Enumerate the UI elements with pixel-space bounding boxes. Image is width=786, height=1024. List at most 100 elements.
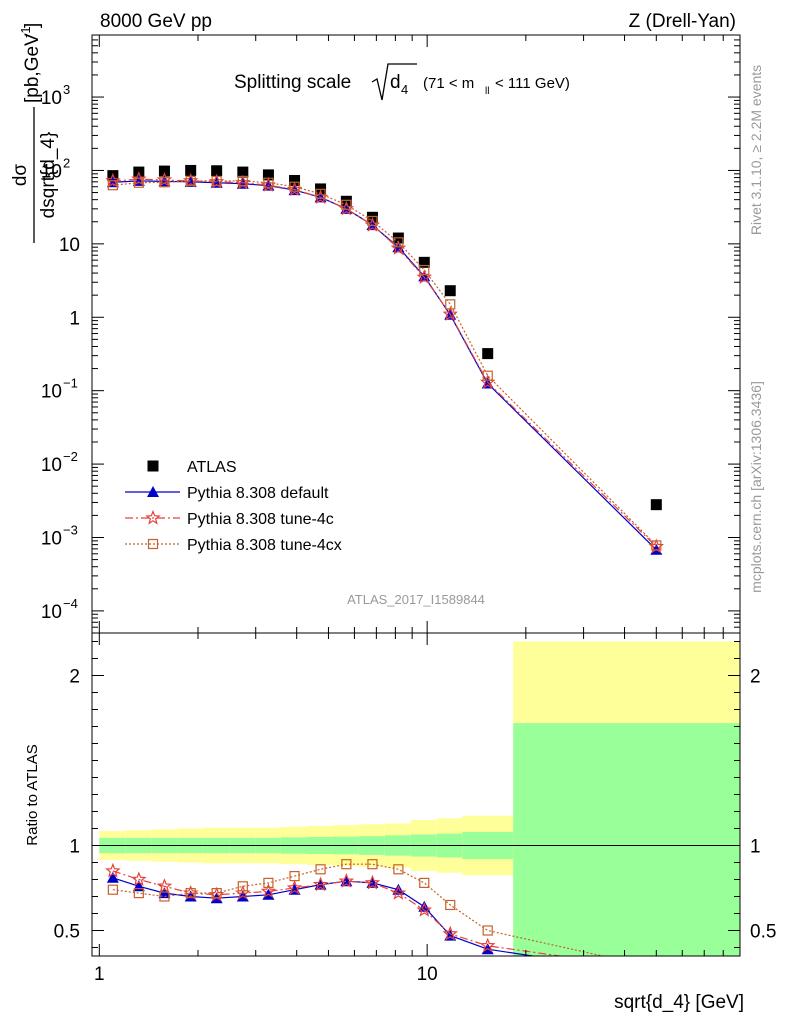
- legend-marker: [147, 460, 159, 472]
- ratio-data-point: [107, 884, 118, 895]
- main-data-point: [393, 237, 404, 248]
- title-cut-right: < 111 GeV): [495, 75, 570, 92]
- main-data-point: [367, 215, 378, 227]
- ratio-data-point: [106, 871, 119, 883]
- legend-marker: [145, 509, 161, 525]
- main-data-point: [237, 175, 248, 187]
- main-ytick-label: 10: [59, 235, 80, 256]
- main-data-point: [211, 165, 223, 177]
- main-data-point: [262, 169, 274, 181]
- main-ytick-exp: 3: [63, 82, 70, 97]
- main-data-point: [131, 171, 147, 186]
- main-ytick-base: 10: [41, 161, 62, 182]
- main-data-point: [418, 256, 430, 268]
- ratio-data-point: [416, 901, 433, 917]
- legend-marker: [147, 538, 159, 550]
- ratio-data-point: [159, 891, 170, 902]
- ratio-data-point: [312, 876, 329, 892]
- ratio-data-point: [482, 925, 493, 936]
- legend-label: Pythia 8.308 tune-4cx: [187, 537, 342, 554]
- main-ytick-base: 10: [41, 382, 62, 403]
- ratio-data-point: [315, 864, 326, 875]
- main-data-point: [442, 306, 458, 321]
- plot-title: Splitting scale d 4 (71 < m ll < 111 GeV…: [234, 63, 570, 101]
- main-ytick-label: 10 −1: [41, 376, 78, 403]
- main-data-point: [419, 264, 430, 276]
- main-ylabel: dσ dsqrt{d_4}: [10, 107, 59, 243]
- main-ytick-label: 10 −3: [41, 522, 78, 549]
- rivet-version-text: Rivet 3.1.10, ≥ 2.2M events: [748, 65, 764, 235]
- ratio-data-point: [341, 859, 352, 870]
- main-ytick-base: 10: [41, 528, 62, 549]
- title-symbol: d: [390, 72, 401, 93]
- main-ytick-base: 10: [41, 602, 62, 623]
- main-data-point: [315, 188, 326, 199]
- main-ylabel-unit: [pb,GeV -1 ]: [18, 23, 43, 103]
- title-main: Splitting scale: [234, 72, 351, 93]
- ylabel-denominator: dsqrt{d_4}: [38, 132, 59, 219]
- main-ytick-exp: −3: [63, 522, 78, 537]
- ratio-uncertainty-bands: [92, 641, 740, 956]
- ratio-ytick-label-right: 2: [750, 667, 761, 688]
- ratio-ytick-label-left: 1: [69, 837, 80, 858]
- main-series-line: [112, 180, 657, 546]
- main-ytick-exp: −2: [63, 449, 78, 464]
- legend-marker: [147, 486, 159, 497]
- main-data-point: [445, 299, 456, 310]
- main-data-point: [651, 540, 662, 551]
- ratio-data-point: [419, 877, 430, 889]
- main-data-point: [185, 175, 196, 187]
- main-data-point: [105, 172, 121, 188]
- main-ytick-label: 10 3: [41, 82, 70, 109]
- ylabel-unit-exp: -1: [18, 26, 33, 38]
- main-ytick-exp: −4: [63, 596, 78, 611]
- main-data-point: [185, 164, 197, 176]
- header-left: 8000 GeV pp: [100, 11, 212, 32]
- main-data-point: [289, 174, 301, 186]
- main-data-point: [289, 181, 300, 192]
- ratio-data-point: [418, 900, 431, 912]
- legend: ATLAS Pythia 8.308 default Pythia 8.308 tu…: [125, 459, 342, 554]
- main-ytick-exp: 2: [63, 155, 70, 170]
- main-ytick-base: 1: [69, 308, 80, 329]
- ratio-ytick-label-left: 2: [69, 667, 80, 688]
- main-data-point: [444, 285, 456, 297]
- ratio-data-point: [445, 899, 456, 911]
- ratio-data-point: [156, 878, 173, 893]
- xlabel: sqrt{d_4} [GeV]: [614, 992, 744, 1013]
- legend-label: Pythia 8.308 tune-4c: [187, 511, 334, 528]
- ylabel-unit-close: ]: [22, 23, 43, 28]
- ratio-data-point: [390, 884, 407, 900]
- main-data-point: [416, 269, 433, 284]
- main-ytick-base: 10: [41, 88, 62, 109]
- main-ytick-label: 10 2: [41, 155, 70, 182]
- main-ytick-base: 10: [41, 455, 62, 476]
- main-ytick-label: 10 −2: [41, 449, 78, 476]
- ratio-ytick-label-right: 0.5: [750, 922, 776, 943]
- ratio-data-point: [393, 864, 404, 875]
- main-ytick-exp: −1: [63, 376, 78, 391]
- ratio-ytick-label-right: 1: [750, 837, 761, 858]
- ratio-data-point: [105, 862, 121, 878]
- title-cut-left: (71 < m: [423, 75, 474, 92]
- main-data-point: [482, 370, 493, 381]
- sqrt-sign-icon: [371, 63, 417, 101]
- ratio-series-line: [112, 870, 565, 956]
- ratio-data-point: [479, 937, 496, 953]
- analysis-id: ATLAS_2017_I1589844: [347, 592, 485, 607]
- main-data-point: [650, 499, 662, 511]
- ylabel-numerator: dσ: [10, 164, 31, 187]
- main-data-point: [133, 177, 144, 188]
- ratio-data-point: [286, 879, 303, 895]
- legend-label: Pythia 8.308 default: [187, 485, 329, 502]
- ratio-data-point: [263, 877, 274, 889]
- title-cut-sub: ll: [485, 86, 489, 97]
- main-series-line: [112, 178, 657, 548]
- main-data-point: [159, 177, 170, 188]
- header-right: Z (Drell-Yan): [629, 11, 736, 32]
- ratio-data-point: [289, 870, 300, 882]
- ratio-data-point: [364, 874, 381, 890]
- main-data-point: [263, 177, 274, 188]
- main-ytick-label: 10 −4: [41, 596, 78, 623]
- legend-entry: Pythia 8.308 default: [125, 485, 329, 502]
